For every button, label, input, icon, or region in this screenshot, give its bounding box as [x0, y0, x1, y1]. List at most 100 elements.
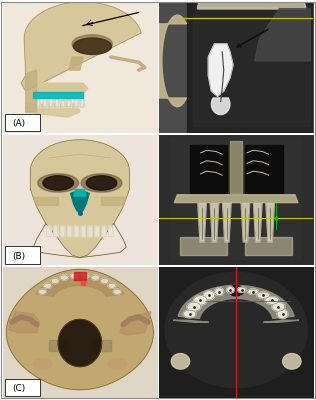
- FancyBboxPatch shape: [5, 246, 40, 264]
- Polygon shape: [215, 288, 224, 296]
- Polygon shape: [283, 354, 301, 369]
- Polygon shape: [255, 8, 310, 61]
- Polygon shape: [26, 70, 37, 112]
- Polygon shape: [72, 35, 112, 53]
- Polygon shape: [248, 289, 258, 294]
- Polygon shape: [210, 203, 219, 242]
- Polygon shape: [108, 359, 126, 369]
- Polygon shape: [227, 287, 234, 293]
- Polygon shape: [265, 296, 279, 304]
- Polygon shape: [49, 340, 68, 351]
- Polygon shape: [67, 226, 72, 237]
- Polygon shape: [36, 278, 124, 296]
- Polygon shape: [74, 190, 86, 196]
- Polygon shape: [165, 272, 307, 388]
- FancyBboxPatch shape: [5, 379, 40, 396]
- Polygon shape: [272, 302, 285, 311]
- Polygon shape: [33, 197, 58, 205]
- Polygon shape: [74, 272, 86, 280]
- Polygon shape: [60, 275, 68, 280]
- Polygon shape: [61, 226, 65, 237]
- Polygon shape: [68, 100, 71, 107]
- Polygon shape: [73, 38, 112, 54]
- Text: (C): (C): [12, 384, 25, 393]
- Polygon shape: [61, 100, 65, 107]
- Polygon shape: [187, 2, 313, 133]
- Polygon shape: [6, 269, 153, 390]
- Polygon shape: [241, 203, 250, 242]
- Polygon shape: [253, 203, 262, 242]
- Polygon shape: [101, 197, 126, 205]
- Polygon shape: [86, 176, 117, 190]
- Polygon shape: [88, 226, 92, 237]
- Polygon shape: [37, 83, 88, 94]
- Polygon shape: [190, 145, 227, 194]
- Polygon shape: [43, 176, 74, 190]
- Polygon shape: [54, 226, 58, 237]
- Polygon shape: [193, 5, 310, 126]
- Polygon shape: [21, 2, 141, 91]
- Text: A: 4.71: A: 4.71: [239, 295, 259, 300]
- Polygon shape: [266, 203, 274, 242]
- Polygon shape: [80, 98, 84, 107]
- Polygon shape: [38, 174, 79, 192]
- Polygon shape: [81, 174, 122, 192]
- Polygon shape: [198, 203, 206, 242]
- Polygon shape: [187, 302, 201, 311]
- Polygon shape: [49, 98, 53, 107]
- Polygon shape: [159, 15, 186, 107]
- Polygon shape: [81, 273, 89, 278]
- Polygon shape: [171, 354, 190, 369]
- Polygon shape: [26, 104, 80, 117]
- Polygon shape: [120, 312, 151, 335]
- Polygon shape: [211, 98, 230, 115]
- Polygon shape: [69, 57, 83, 70]
- Polygon shape: [44, 283, 52, 288]
- Polygon shape: [30, 140, 129, 258]
- FancyBboxPatch shape: [5, 114, 40, 131]
- Polygon shape: [109, 226, 113, 237]
- Polygon shape: [92, 275, 100, 280]
- Polygon shape: [70, 190, 89, 213]
- Polygon shape: [9, 312, 40, 332]
- Polygon shape: [198, 0, 306, 8]
- Polygon shape: [92, 340, 111, 351]
- Polygon shape: [101, 278, 109, 284]
- Polygon shape: [173, 320, 209, 322]
- Polygon shape: [108, 283, 116, 288]
- Polygon shape: [238, 287, 246, 292]
- Polygon shape: [174, 195, 298, 203]
- Polygon shape: [55, 99, 59, 107]
- Polygon shape: [81, 226, 85, 237]
- Polygon shape: [74, 226, 79, 237]
- Polygon shape: [102, 226, 106, 237]
- Text: (B): (B): [12, 252, 25, 261]
- Polygon shape: [204, 291, 215, 300]
- Polygon shape: [257, 292, 270, 298]
- Polygon shape: [37, 99, 40, 107]
- Polygon shape: [39, 289, 46, 294]
- Text: (A): (A): [12, 119, 25, 128]
- Polygon shape: [95, 226, 99, 237]
- Polygon shape: [246, 145, 283, 194]
- Polygon shape: [277, 309, 288, 319]
- Polygon shape: [208, 44, 233, 96]
- Polygon shape: [230, 141, 242, 194]
- Polygon shape: [228, 286, 244, 296]
- Polygon shape: [171, 137, 301, 259]
- Polygon shape: [264, 320, 299, 322]
- Polygon shape: [222, 203, 231, 242]
- Polygon shape: [194, 296, 207, 305]
- Polygon shape: [246, 237, 292, 255]
- Polygon shape: [33, 92, 83, 98]
- Polygon shape: [178, 286, 294, 318]
- Polygon shape: [33, 359, 52, 369]
- Polygon shape: [183, 310, 196, 318]
- Polygon shape: [51, 278, 59, 284]
- Polygon shape: [74, 99, 77, 107]
- Polygon shape: [47, 226, 51, 237]
- Polygon shape: [180, 237, 227, 255]
- Polygon shape: [58, 320, 101, 366]
- Polygon shape: [113, 289, 121, 294]
- Polygon shape: [70, 273, 79, 278]
